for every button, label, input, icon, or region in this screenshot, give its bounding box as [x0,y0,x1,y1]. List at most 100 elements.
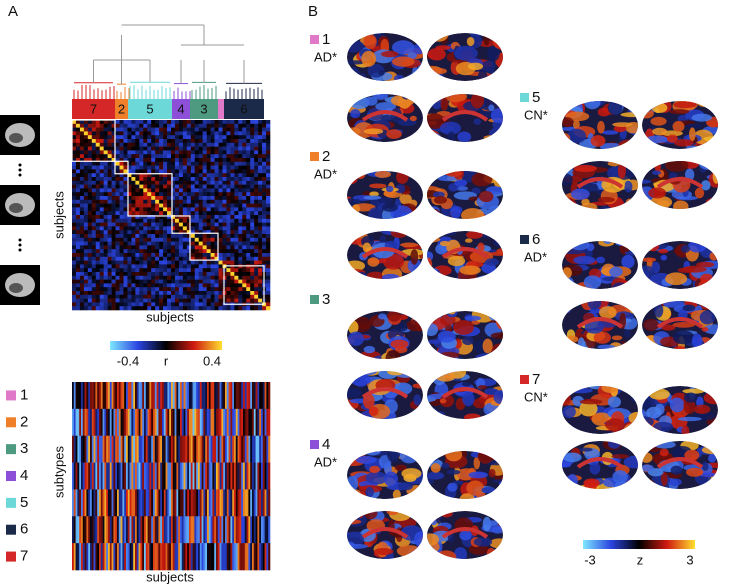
matrix-cell [238,127,243,132]
matrix-cell [186,256,192,261]
matrix-cell [174,173,180,178]
matrix-cell [222,256,227,261]
matrix-cell [262,215,267,220]
matrix-cell [178,207,184,212]
brain-blob [412,66,419,81]
matrix-cell [206,249,211,254]
matrix-cell [262,192,267,197]
subtype-group: AD* [314,166,337,181]
brain [347,33,423,81]
weight-cell [235,462,238,490]
matrix-cell [143,283,148,288]
matrix-cell [103,184,108,189]
matrix-cell [171,298,176,303]
weight-cell [81,543,84,571]
matrix-cell [167,287,172,292]
matrix-cell [174,131,180,136]
matrix-cell [167,127,172,132]
matrix-cell [218,256,223,261]
matrix-cell [159,226,164,231]
matrix-cell [230,215,235,220]
matrix-cell [226,291,231,296]
brain-blob [348,171,365,177]
matrix-cell [72,154,77,159]
matrix-cell [139,215,144,220]
weight-cell [108,408,111,437]
matrix-cell [167,279,172,284]
brain-blob [702,302,718,308]
thumbnail-brain [9,133,23,143]
matrix-cell [266,291,271,296]
matrix-cell [178,165,184,170]
weight-cell [93,435,96,463]
matrix-cell [186,165,192,170]
matrix-cell [111,234,116,239]
matrix-cell [190,188,196,193]
matrix-cell [254,283,259,288]
matrix-cell [238,253,243,258]
matrix-cell [159,142,164,147]
matrix-cell [206,142,211,147]
matrix-cell [155,279,160,284]
matrix-cell [139,272,144,277]
brain-blob [400,242,419,248]
matrix-cell [147,199,152,204]
brain-blob [437,351,460,359]
matrix-cell [206,264,211,269]
weight-cell [117,543,120,571]
weight-cell [118,408,121,437]
weight-cell [243,408,246,437]
weight-cell [207,435,210,463]
matrix-cell [123,123,128,128]
brain-blob [625,420,638,433]
brain-blob [473,456,481,470]
weight-cell [95,543,98,571]
matrix-cell [139,150,144,155]
matrix-cell [266,249,271,254]
matrix-cell [222,196,227,201]
matrix-cell [226,150,231,155]
matrix-cell [210,131,215,136]
matrix-cell [87,211,93,216]
matrix-cell [83,256,89,261]
matrix-cell [123,256,128,261]
matrix-cell [79,253,85,258]
matrix-cell [226,298,231,303]
weight-cell [117,408,120,437]
weight-cell [228,408,231,437]
matrix-cell [171,234,176,239]
subtype-swatch [310,35,319,44]
matrix-cell [202,283,207,288]
matrix-cell [107,260,112,265]
matrix-cell [87,203,93,208]
weight-cell [264,382,267,410]
matrix-cell [147,264,152,269]
brain [562,161,638,209]
matrix-cell [155,264,160,269]
matrix-cell [87,291,93,296]
brain-blob [347,543,368,549]
matrix-cell [254,234,259,239]
brain-blob [473,537,493,547]
weight-cell [241,435,244,463]
matrix-cell [147,218,152,223]
matrix-cell [167,230,172,235]
matrix-cell [258,294,263,299]
matrix-cell [107,158,112,163]
matrix-cell [198,249,203,254]
matrix-cell [167,272,172,277]
matrix-cell [103,120,108,125]
brain-blob [378,371,399,379]
weight-cell [203,462,206,490]
weight-cell [268,435,271,463]
weight-cell [262,408,265,437]
weight-cell [239,516,242,544]
matrix-cell [230,131,235,136]
matrix-cell [115,169,120,174]
brain-blob [432,413,446,419]
brain-blob [445,451,463,462]
matrix-cell [234,294,239,299]
brain-blob [595,256,606,264]
matrix-cell [127,131,132,136]
weight-cell [153,489,156,517]
